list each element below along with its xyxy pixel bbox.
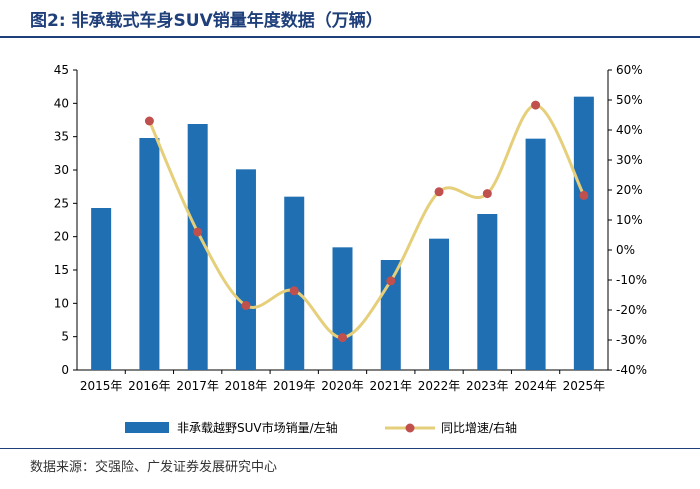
right-tick-label: 50% (616, 93, 643, 107)
bar (332, 247, 353, 370)
right-tick-label: 60% (616, 63, 643, 77)
right-tick-label: 20% (616, 183, 643, 197)
title-divider (0, 36, 700, 38)
left-tick-label: 35 (54, 130, 69, 144)
title-row: 图2: 非承载式车身SUV销量年度数据（万辆） (0, 0, 700, 40)
bar (573, 96, 594, 371)
x-tick-label: 2024年 (514, 379, 557, 393)
left-tick-label: 20 (54, 230, 69, 244)
bar (525, 138, 546, 370)
right-tick-label: -30% (616, 333, 647, 347)
bar (429, 238, 450, 370)
growth-point (241, 301, 251, 310)
x-tick-label: 2021年 (369, 379, 412, 393)
bar (139, 138, 160, 370)
growth-point (434, 187, 444, 197)
legend-line-marker (405, 423, 415, 433)
left-tick-label: 15 (54, 263, 69, 277)
x-tick-label: 2022年 (418, 379, 461, 393)
right-tick-label: 30% (616, 153, 643, 167)
left-tick-label: 30 (54, 163, 69, 177)
x-tick-label: 2015年 (80, 379, 123, 393)
left-tick-label: 45 (54, 63, 69, 77)
source-note: 数据来源：交强险、广发证券发展研究中心 (30, 460, 278, 475)
right-tick-label: 40% (616, 123, 643, 137)
bar (284, 196, 305, 370)
x-tick-label: 2020年 (321, 379, 364, 393)
bar (91, 208, 112, 370)
growth-line (147, 103, 586, 340)
left-tick-label: 40 (54, 96, 69, 110)
x-tick-label: 2025年 (563, 379, 606, 393)
left-tick-label: 10 (54, 296, 69, 310)
chart: 0 5 10 15 20 25 30 35 40 45 -40% -30% -20% -10% 0% 10% 2… (54, 63, 647, 435)
left-tick-label: 25 (54, 196, 69, 210)
figure-title: 图2: 非承载式车身SUV销量年度数据（万辆） (30, 11, 383, 31)
growth-point (531, 100, 541, 110)
legend-bar-swatch (125, 422, 169, 433)
bar (235, 169, 256, 370)
growth-point (579, 190, 589, 200)
growth-point (482, 189, 492, 199)
growth-point (386, 276, 396, 286)
growth-point (289, 286, 299, 296)
x-tick-label: 2017年 (176, 379, 219, 393)
right-tick-label: -40% (616, 363, 647, 377)
bar (477, 214, 498, 370)
source-divider (0, 448, 700, 449)
growth-point (338, 333, 347, 343)
right-tick-label: -10% (616, 273, 647, 287)
legend-bar-label: 非承载越野SUV市场销量/左轴 (177, 420, 338, 435)
x-tick-label: 2019年 (273, 379, 316, 393)
left-tick-label: 5 (61, 330, 69, 344)
bar (187, 124, 208, 370)
growth-point (193, 227, 203, 237)
x-tick-label: 2016年 (128, 379, 171, 393)
legend-line-label: 同比增速/右轴 (441, 420, 517, 435)
right-tick-label: 0% (616, 243, 635, 257)
growth-point (144, 116, 154, 126)
x-tick-label: 2018年 (225, 379, 268, 393)
right-tick-label: -20% (616, 303, 647, 317)
right-tick-label: 10% (616, 213, 643, 227)
left-tick-label: 0 (61, 363, 69, 377)
x-tick-label: 2023年 (466, 379, 509, 393)
